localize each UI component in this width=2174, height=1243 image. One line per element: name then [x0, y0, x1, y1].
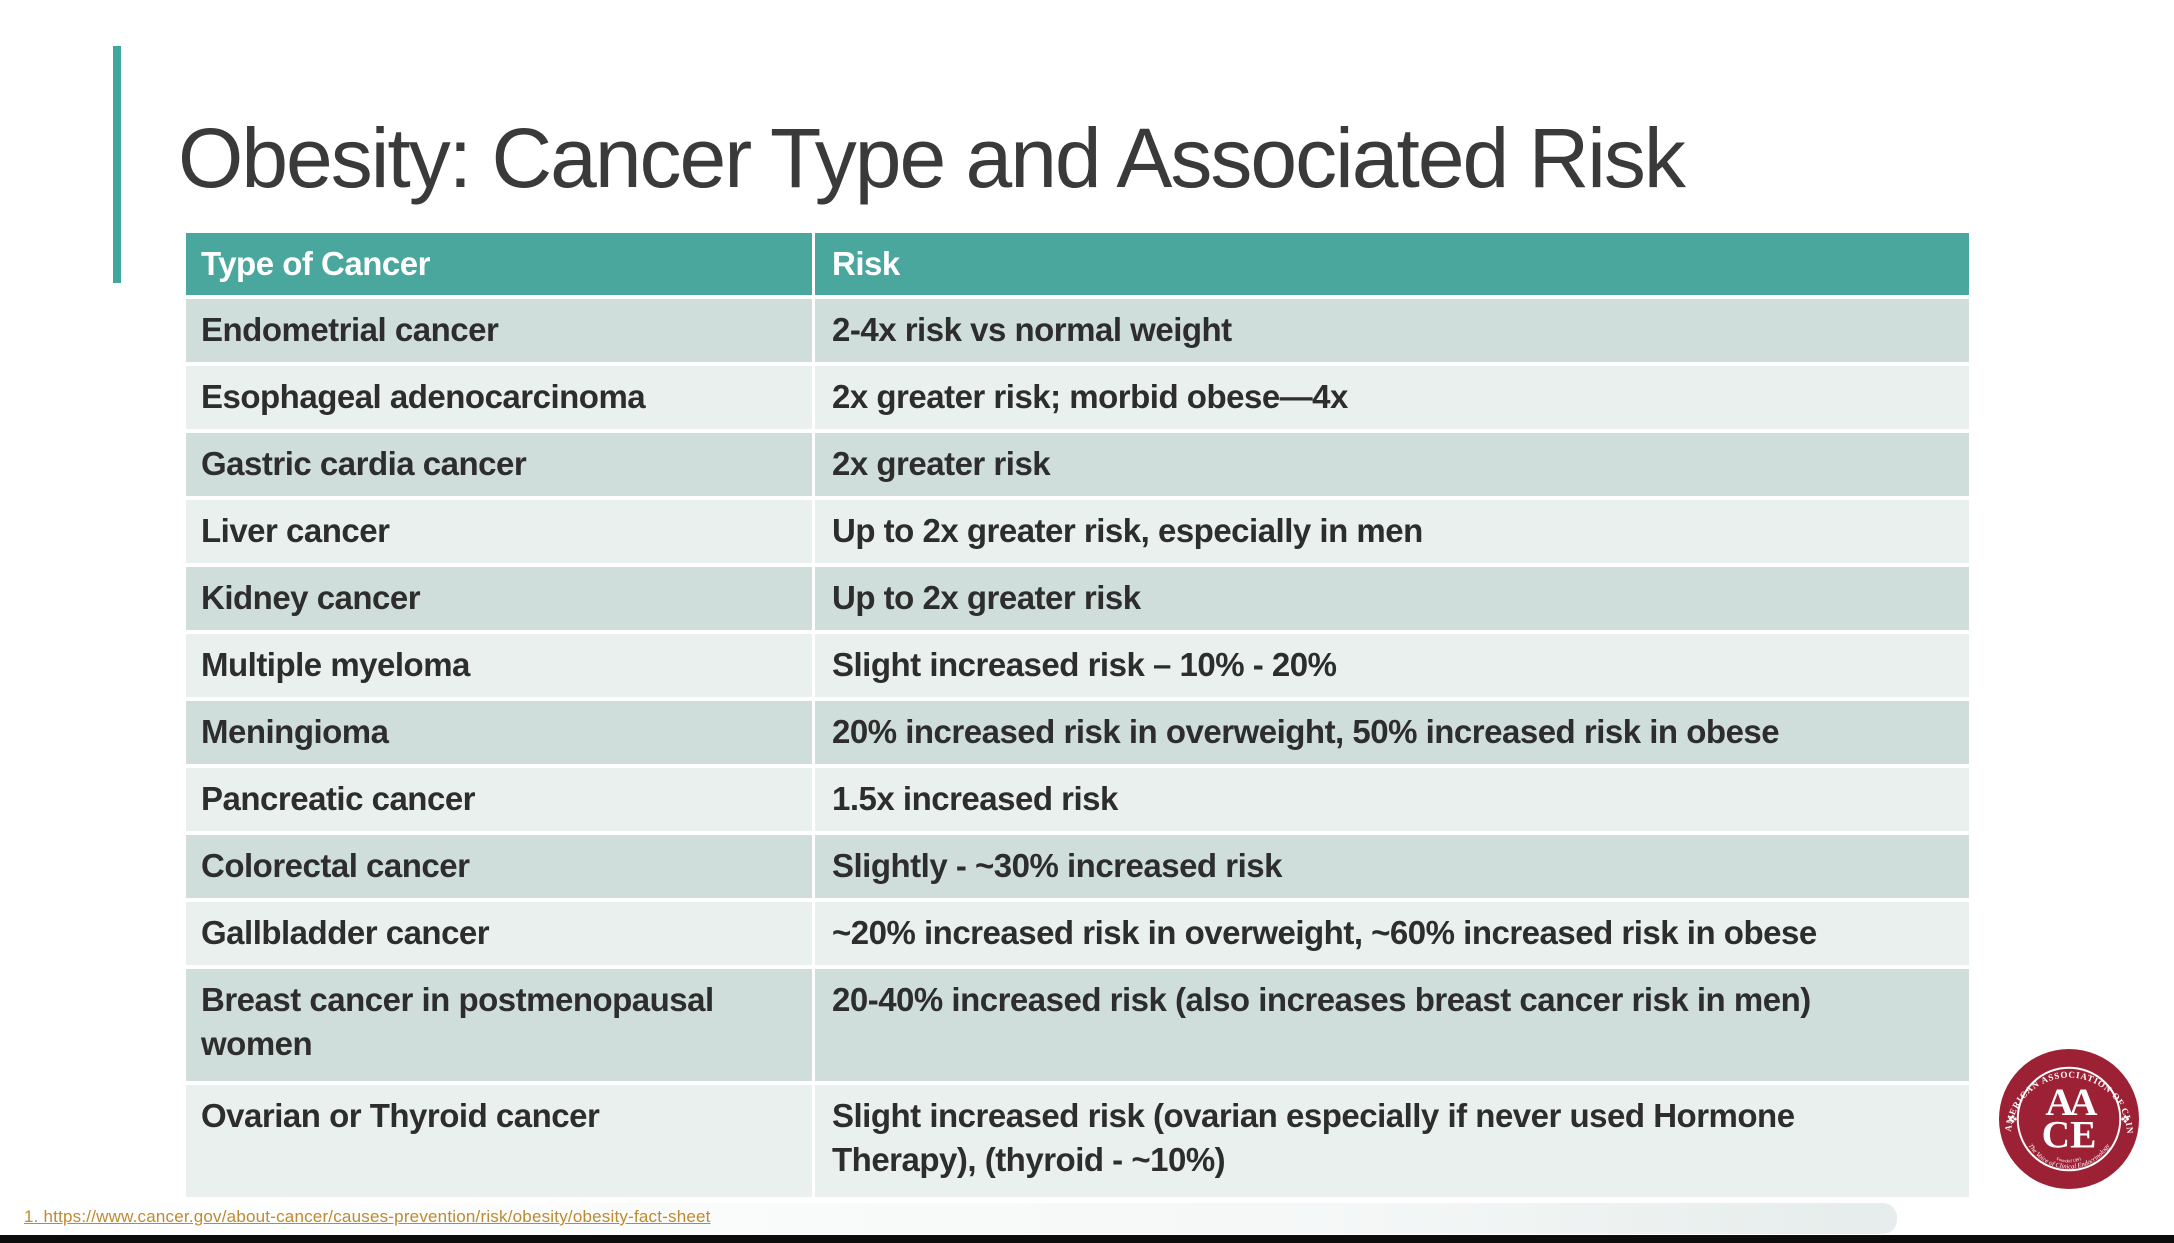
cell-cancer-type: Endometrial cancer	[186, 299, 815, 362]
cell-cancer-type: Meningioma	[186, 701, 815, 764]
table-row: Kidney cancer Up to 2x greater risk	[186, 567, 1969, 630]
cell-cancer-type: Esophageal adenocarcinoma	[186, 366, 815, 429]
table-row: Endometrial cancer 2-4x risk vs normal w…	[186, 299, 1969, 362]
cell-risk: 2x greater risk	[815, 433, 1969, 496]
cell-cancer-type: Gastric cardia cancer	[186, 433, 815, 496]
column-header-risk: Risk	[832, 245, 900, 282]
table-row: Ovarian or Thyroid cancer Slight increas…	[186, 1085, 1969, 1197]
cell-risk: 2x greater risk; morbid obese—4x	[815, 366, 1969, 429]
cell-cancer-type: Colorectal cancer	[186, 835, 815, 898]
table-body: Endometrial cancer 2-4x risk vs normal w…	[186, 299, 1969, 1197]
cell-cancer-type: Breast cancer in postmenopausal women	[186, 969, 815, 1081]
cell-risk: Up to 2x greater risk, especially in men	[815, 500, 1969, 563]
logo-inner-ring	[2016, 1066, 2122, 1172]
cell-risk: Up to 2x greater risk	[815, 567, 1969, 630]
table-row: Liver cancer Up to 2x greater risk, espe…	[186, 500, 1969, 563]
table-row: Gastric cardia cancer 2x greater risk	[186, 433, 1969, 496]
cell-cancer-type: Pancreatic cancer	[186, 768, 815, 831]
cell-risk: 2-4x risk vs normal weight	[815, 299, 1969, 362]
table-row: Multiple myeloma Slight increased risk –…	[186, 634, 1969, 697]
footer-band	[0, 1203, 1897, 1234]
cell-risk: 20-40% increased risk (also increases br…	[815, 969, 1969, 1081]
cell-risk: 20% increased risk in overweight, 50% in…	[815, 701, 1969, 764]
logo-founded-text: Founded 1991	[2056, 1156, 2082, 1163]
source-link[interactable]: 1. https://www.cancer.gov/about-cancer/c…	[24, 1207, 711, 1226]
cell-risk: ~20% increased risk in overweight, ~60% …	[815, 902, 1969, 965]
cell-risk: Slightly - ~30% increased risk	[815, 835, 1969, 898]
logo-acronym-bottom: CE	[2042, 1113, 2097, 1157]
cell-cancer-type: Multiple myeloma	[186, 634, 815, 697]
column-header-type: Type of Cancer	[186, 233, 815, 295]
cell-cancer-type: Gallbladder cancer	[186, 902, 815, 965]
table-row: Pancreatic cancer 1.5x increased risk	[186, 768, 1969, 831]
cell-risk: Slight increased risk – 10% - 20%	[815, 634, 1969, 697]
table-header-row: Type of Cancer Risk	[186, 233, 1969, 295]
cell-risk: 1.5x increased risk	[815, 768, 1969, 831]
accent-bar	[113, 46, 121, 283]
bottom-edge-bar	[0, 1235, 2174, 1243]
logo-outer-disc	[1998, 1048, 2140, 1190]
table-row: Colorectal cancer Slightly - ~30% increa…	[186, 835, 1969, 898]
table-row: Esophageal adenocarcinoma 2x greater ris…	[186, 366, 1969, 429]
table-row: Meningioma 20% increased risk in overwei…	[186, 701, 1969, 764]
cell-cancer-type: Liver cancer	[186, 500, 815, 563]
slide-title: Obesity: Cancer Type and Associated Risk	[178, 111, 1686, 205]
cell-risk: Slight increased risk (ovarian especiall…	[815, 1085, 1969, 1197]
table-row: Gallbladder cancer ~20% increased risk i…	[186, 902, 1969, 965]
cell-cancer-type: Kidney cancer	[186, 567, 815, 630]
aace-logo: AMERICAN ASSOCIATION OF CLINICAL ENDOCRI…	[1998, 1048, 2140, 1190]
table-row: Breast cancer in postmenopausal women 20…	[186, 969, 1969, 1081]
cancer-risk-table: Type of Cancer Risk Endometrial cancer 2…	[186, 233, 1969, 1201]
cell-cancer-type: Ovarian or Thyroid cancer	[186, 1085, 815, 1197]
